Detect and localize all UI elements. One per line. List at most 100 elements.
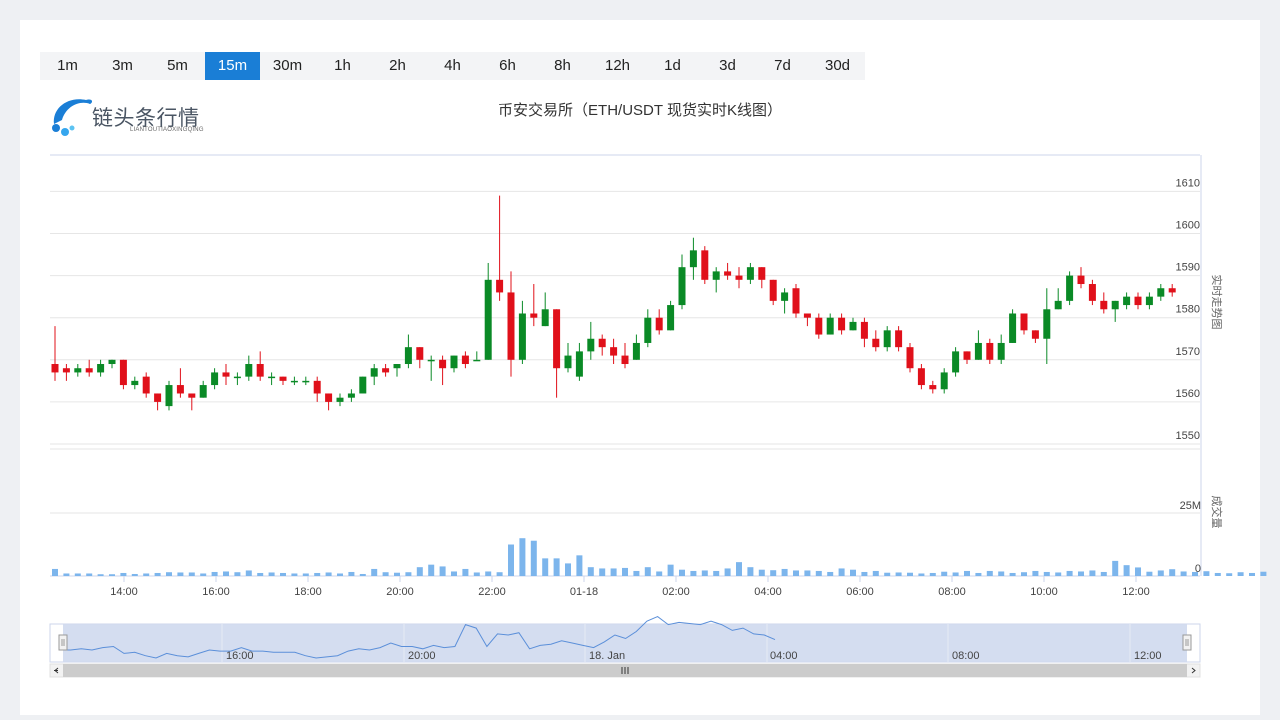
candle [769, 279, 777, 306]
candle-body [188, 393, 196, 398]
volume-bar [394, 572, 400, 576]
volume-bar [1089, 570, 1096, 576]
interval-tab-3d[interactable]: 3d [719, 57, 736, 74]
price-tick-label: 1560 [1176, 388, 1200, 400]
candle [62, 364, 70, 381]
candle [724, 262, 732, 280]
volume-bar [622, 567, 628, 576]
candle-body [165, 385, 173, 407]
candle [929, 380, 937, 394]
candle [97, 359, 105, 377]
candle [1020, 313, 1028, 335]
candle [245, 355, 253, 381]
navigator[interactable]: 16:00 20:00 18. Jan 04:00 08:00 12:00 [49, 616, 1201, 678]
candle-body [131, 380, 139, 386]
candle [313, 376, 321, 402]
candle-body [496, 279, 504, 293]
volume-bar [405, 572, 412, 576]
navigator-left-handle[interactable] [58, 634, 68, 651]
volume-bar [1157, 570, 1164, 576]
interval-tab-1h[interactable]: 1h [334, 57, 351, 74]
candle-body [895, 330, 903, 348]
navigator-right-handle[interactable] [1182, 634, 1192, 651]
volume-bar [291, 573, 298, 576]
volume-bar [793, 570, 799, 576]
volume-bar [656, 571, 663, 576]
candle [382, 364, 390, 377]
volume-bar [975, 572, 982, 576]
volume-bar [52, 568, 58, 576]
candle-body [803, 313, 811, 318]
navigator-selection [63, 624, 1187, 662]
volume-bar [576, 555, 583, 576]
candle [461, 351, 469, 369]
volume-bar [166, 572, 172, 576]
candle-body [439, 359, 447, 369]
candle-body [74, 368, 82, 373]
interval-tab-30d[interactable]: 30d [824, 57, 851, 74]
candle-body [860, 321, 868, 339]
volume-bar [553, 558, 560, 576]
volume-bar [1260, 571, 1267, 576]
volume-bar [268, 572, 275, 576]
candle [268, 372, 276, 386]
navigator-tick-label: 20:00 [408, 650, 436, 662]
interval-tab-8h[interactable]: 8h [554, 57, 571, 74]
candle-body [1145, 296, 1153, 306]
candle-body [815, 317, 823, 335]
interval-tab-6h[interactable]: 6h [499, 57, 516, 74]
candle [883, 326, 891, 352]
candle-body [644, 317, 652, 343]
candle-body [530, 313, 538, 318]
interval-tab-7d[interactable]: 7d [774, 57, 791, 74]
volume-bar [1214, 572, 1221, 576]
time-tick-label: 18:00 [294, 586, 322, 598]
candle-body [507, 292, 515, 360]
volume-bar [177, 572, 184, 576]
candle-body [51, 364, 59, 373]
volume-tick-label: 0 [1195, 563, 1201, 575]
volume-bar [895, 572, 902, 576]
navigator-tick-label: 18. Jan [589, 650, 625, 662]
volume-bar [63, 573, 70, 576]
volume-bar [1146, 571, 1153, 576]
candle-body [427, 359, 435, 362]
candle-body [974, 342, 982, 360]
volume-bar [1021, 572, 1027, 576]
volume-bar [1100, 571, 1107, 576]
interval-tab-2h[interactable]: 2h [389, 57, 406, 74]
volume-bar [257, 572, 264, 576]
candle-body [769, 279, 777, 301]
candle-body [211, 372, 219, 386]
candle [176, 368, 184, 398]
candle-body [541, 309, 549, 327]
candle-body [336, 397, 344, 402]
candle-body [997, 342, 1005, 360]
volume-bar [565, 563, 571, 576]
time-tick-label: 06:00 [846, 586, 874, 598]
navigator-line [60, 616, 776, 659]
interval-tab-30m[interactable]: 30m [272, 57, 303, 74]
interval-tab-1m[interactable]: 1m [57, 57, 78, 74]
candle [108, 359, 116, 369]
candle [986, 338, 994, 365]
interval-tab-15m[interactable]: 15m [205, 52, 260, 80]
interval-tab-4h[interactable]: 4h [444, 57, 461, 74]
volume-bar [1009, 572, 1016, 576]
interval-tab-3m[interactable]: 3m [112, 57, 133, 74]
candle [85, 359, 93, 377]
candle [598, 334, 606, 356]
candle [370, 364, 378, 386]
interval-tab-5m[interactable]: 5m [167, 57, 188, 74]
candle-body [1088, 284, 1096, 301]
candle [484, 262, 492, 360]
candle [359, 376, 367, 394]
interval-tab-1d[interactable]: 1d [664, 57, 681, 74]
interval-tab-12h[interactable]: 12h [604, 57, 631, 74]
candle [165, 380, 173, 411]
candle [781, 288, 789, 314]
candle [541, 292, 549, 327]
candle [746, 262, 754, 285]
navigator-scrollbar[interactable] [49, 663, 1201, 678]
